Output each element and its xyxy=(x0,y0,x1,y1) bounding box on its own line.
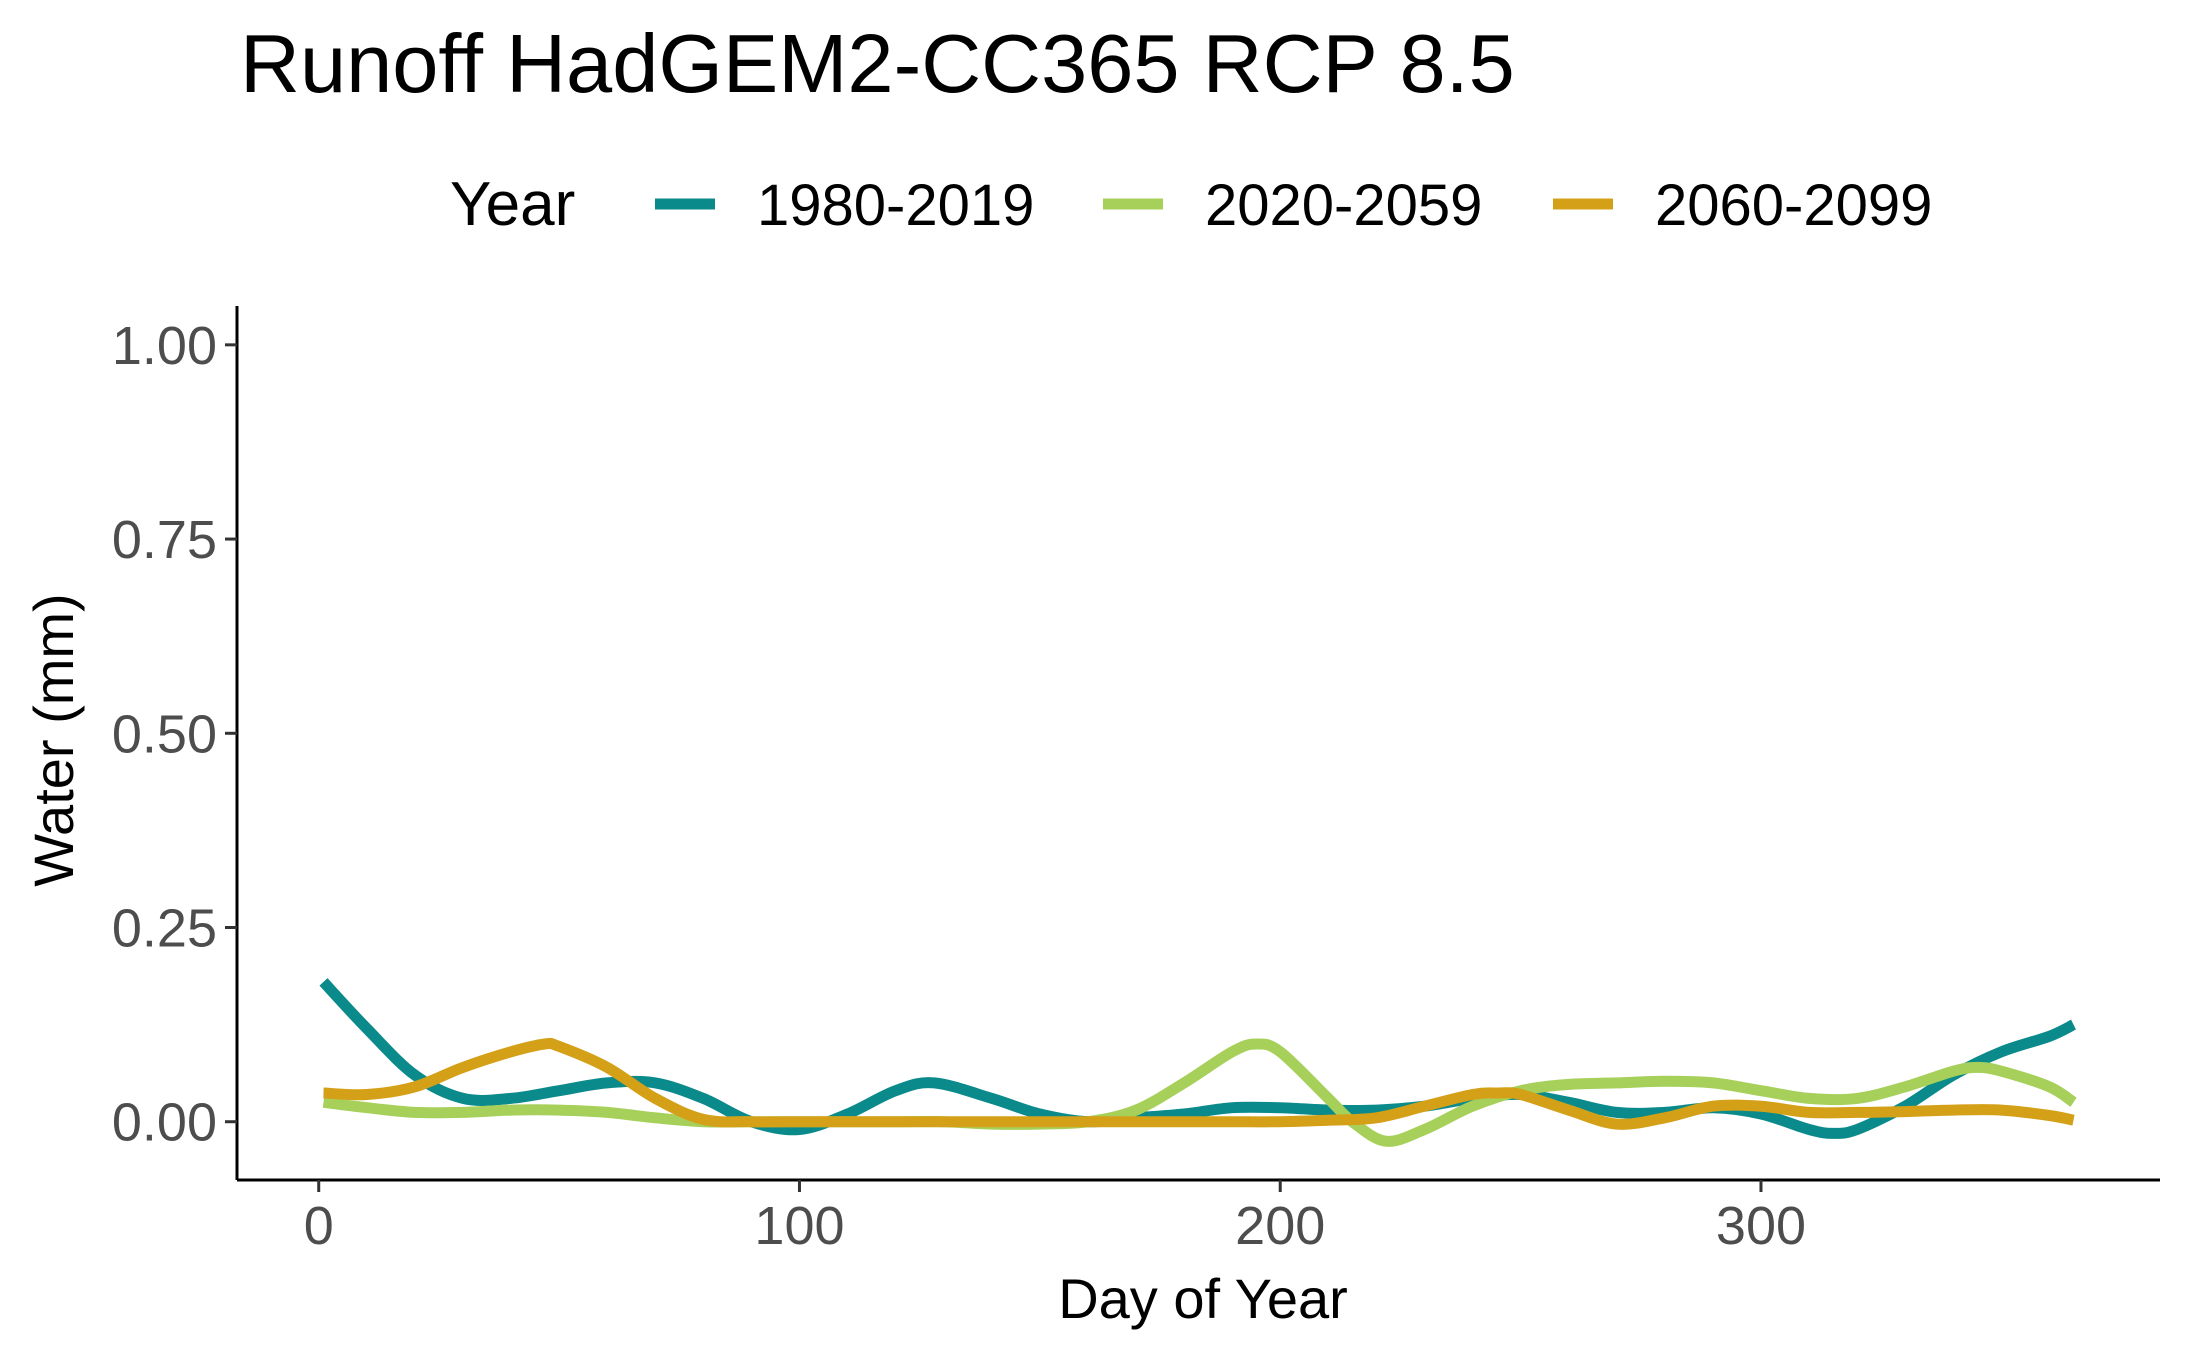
legend: Year 1980-2019 2020-2059 2060-2099 xyxy=(450,170,1932,239)
y-tick-label: 0.00 xyxy=(112,1093,217,1153)
series-line-2020-2059 xyxy=(322,1038,2077,1147)
y-tick-label: 0.75 xyxy=(112,510,217,570)
axes: 0.00 0.25 0.50 0.75 1.00 0 100 200 300 xyxy=(112,306,2160,1256)
x-tick-label: 100 xyxy=(754,1196,844,1256)
legend-title: Year xyxy=(450,170,575,239)
x-tick-label: 200 xyxy=(1235,1196,1325,1256)
legend-label: 2060-2099 xyxy=(1655,173,1932,238)
chart-title: Runoff HadGEM2-CC365 RCP 8.5 xyxy=(240,17,1515,110)
legend-label: 2020-2059 xyxy=(1205,173,1482,238)
y-tick-label: 1.00 xyxy=(112,316,217,376)
y-axis-label: Water (mm) xyxy=(22,593,85,886)
series-line-1980-2019 xyxy=(319,978,2077,1139)
series-line-2060-2099 xyxy=(323,1037,2075,1130)
x-tick-label: 0 xyxy=(304,1196,334,1256)
x-tick-label: 300 xyxy=(1716,1196,1806,1256)
y-tick-label: 0.50 xyxy=(112,704,217,764)
legend-label: 1980-2019 xyxy=(757,173,1034,238)
series-layer xyxy=(319,978,2077,1147)
x-axis-label: Day of Year xyxy=(1058,1267,1348,1330)
y-tick-label: 0.25 xyxy=(112,899,217,959)
